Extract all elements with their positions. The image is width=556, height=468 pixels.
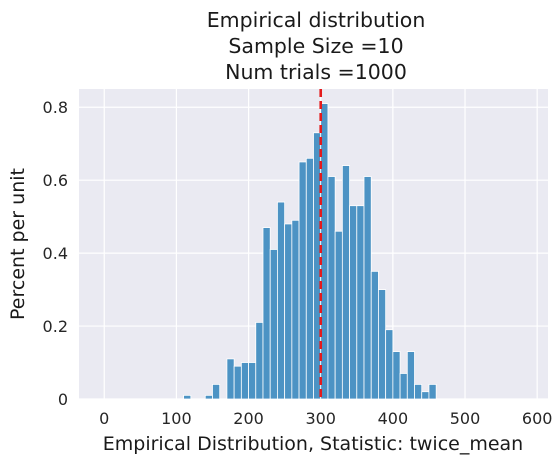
histogram-bar-310 (327, 176, 336, 400)
chart-title-line-1: Empirical distribution (207, 8, 426, 32)
chart-title-line-3: Num trials =1000 (225, 60, 407, 84)
y-tick-label-2: 0.4 (43, 244, 68, 263)
y-tick-label-1: 0.2 (43, 317, 68, 336)
histogram-bar-260 (291, 219, 300, 400)
x-tick-label-1: 100 (161, 409, 192, 428)
x-tick-label-6: 600 (522, 409, 553, 428)
histogram-bars (183, 103, 437, 400)
histogram-bar-220 (262, 227, 271, 400)
x-tick-label-4: 400 (378, 409, 409, 428)
histogram-bar-200 (248, 362, 257, 400)
x-axis-label: Empirical Distribution, Statistic: twice… (103, 433, 523, 455)
histogram-bar-410 (399, 373, 408, 400)
histogram-bar-370 (370, 270, 379, 400)
histogram-bar-230 (269, 249, 278, 400)
histogram-bar-420 (406, 351, 415, 400)
histogram-bar-430 (414, 384, 423, 400)
y-tick-label-0: 0 (58, 390, 68, 409)
histogram-bar-170 (226, 358, 235, 400)
x-tick-label-5: 500 (450, 409, 481, 428)
histogram-bar-150 (212, 384, 221, 400)
chart-title-line-2: Sample Size =10 (228, 34, 403, 58)
y-tick-labels: 0 0.2 0.4 0.6 0.8 (43, 98, 68, 409)
y-tick-label-4: 0.8 (43, 98, 68, 117)
histogram-bar-280 (305, 157, 314, 400)
histogram-bar-390 (385, 329, 394, 400)
histogram-bar-350 (356, 205, 365, 400)
x-tick-label-3: 300 (305, 409, 336, 428)
histogram-bar-180 (233, 365, 242, 400)
histogram-bar-110 (183, 394, 192, 400)
histogram-bar-380 (378, 289, 387, 400)
histogram-bar-250 (284, 223, 293, 400)
histogram-bar-330 (341, 165, 350, 400)
histogram-bar-140 (204, 394, 213, 400)
histogram-bar-240 (277, 201, 286, 400)
histogram-bar-320 (334, 230, 343, 400)
histogram-bar-340 (349, 205, 358, 400)
histogram-bar-190 (240, 362, 249, 400)
histogram-bar-210 (255, 322, 264, 400)
x-tick-label-0: 0 (99, 409, 109, 428)
histogram-bar-270 (298, 161, 307, 400)
y-tick-label-3: 0.6 (43, 171, 68, 190)
y-axis-label: Percent per unit (7, 168, 29, 320)
histogram-bar-360 (363, 176, 372, 400)
x-tick-label-2: 200 (233, 409, 264, 428)
histogram-bar-440 (421, 391, 430, 400)
x-tick-labels: 0 100 200 300 400 500 600 (99, 409, 552, 428)
histogram-bar-400 (392, 351, 401, 400)
histogram-bar-450 (428, 384, 437, 400)
